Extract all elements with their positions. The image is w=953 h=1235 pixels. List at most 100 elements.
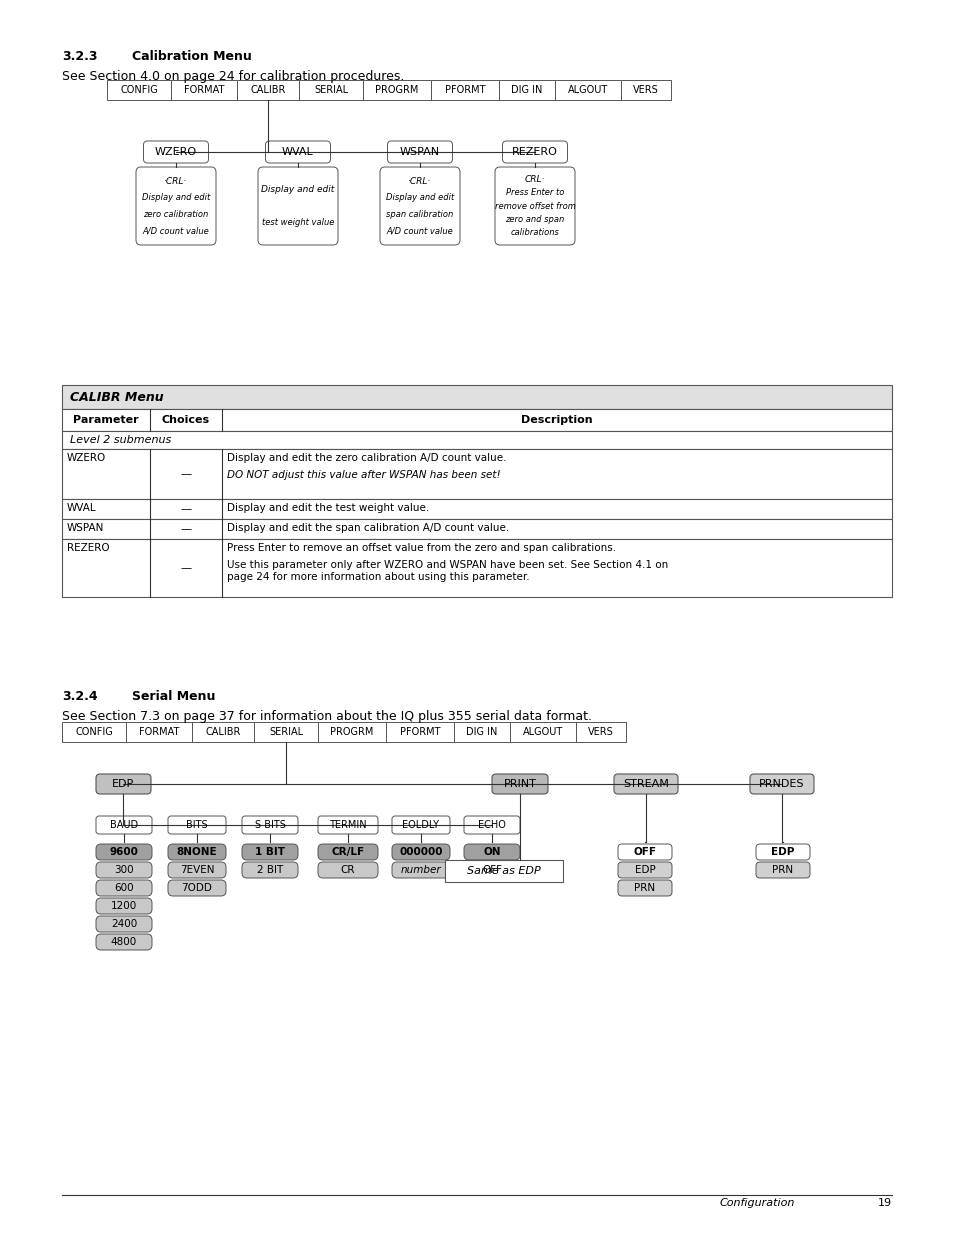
Text: Display and edit the span calibration A/D count value.: Display and edit the span calibration A/… xyxy=(227,522,509,534)
FancyBboxPatch shape xyxy=(96,816,152,834)
FancyBboxPatch shape xyxy=(618,881,671,897)
Text: span calibration: span calibration xyxy=(386,210,453,219)
Text: VERS: VERS xyxy=(633,85,659,95)
Text: —: — xyxy=(180,469,192,479)
Text: ALGOUT: ALGOUT xyxy=(567,85,607,95)
FancyBboxPatch shape xyxy=(614,774,678,794)
Text: zero calibration: zero calibration xyxy=(143,210,209,219)
Bar xyxy=(454,722,510,742)
Text: test weight value: test weight value xyxy=(261,219,334,227)
Text: PRNDES: PRNDES xyxy=(759,779,804,789)
Text: Use this parameter only after WZERO and WSPAN have been set. See Section 4.1 on: Use this parameter only after WZERO and … xyxy=(227,559,667,571)
Text: Level 2 submenus: Level 2 submenus xyxy=(70,435,172,445)
Text: PROGRM: PROGRM xyxy=(375,85,418,95)
FancyBboxPatch shape xyxy=(463,844,519,860)
Text: ·CRL·: ·CRL· xyxy=(164,177,188,185)
Bar xyxy=(576,722,625,742)
Text: 7EVEN: 7EVEN xyxy=(179,864,214,876)
FancyBboxPatch shape xyxy=(463,816,519,834)
FancyBboxPatch shape xyxy=(392,816,450,834)
FancyBboxPatch shape xyxy=(317,844,377,860)
Text: REZERO: REZERO xyxy=(512,147,558,157)
Text: CONFIG: CONFIG xyxy=(120,85,157,95)
Bar xyxy=(555,80,620,100)
Text: 3.2.4: 3.2.4 xyxy=(62,690,97,703)
Text: ALGOUT: ALGOUT xyxy=(522,727,562,737)
FancyBboxPatch shape xyxy=(392,862,450,878)
Text: EDP: EDP xyxy=(112,779,134,789)
Text: Display and edit: Display and edit xyxy=(261,185,335,194)
Text: Display and edit the zero calibration A/D count value.: Display and edit the zero calibration A/… xyxy=(227,453,506,463)
Bar xyxy=(62,409,891,431)
FancyBboxPatch shape xyxy=(168,844,226,860)
FancyBboxPatch shape xyxy=(143,141,209,163)
Bar xyxy=(431,80,498,100)
Text: number: number xyxy=(400,864,441,876)
Text: CONFIG: CONFIG xyxy=(75,727,112,737)
FancyBboxPatch shape xyxy=(96,898,152,914)
Text: EDP: EDP xyxy=(771,847,794,857)
Bar xyxy=(236,80,298,100)
Text: 1200: 1200 xyxy=(111,902,137,911)
Text: —: — xyxy=(180,524,192,534)
FancyBboxPatch shape xyxy=(96,862,152,878)
Text: DIG IN: DIG IN xyxy=(466,727,497,737)
Bar xyxy=(62,722,126,742)
FancyBboxPatch shape xyxy=(755,862,809,878)
Text: SERIAL: SERIAL xyxy=(314,85,348,95)
FancyBboxPatch shape xyxy=(618,862,671,878)
Text: Parameter: Parameter xyxy=(73,415,139,425)
Text: WZERO: WZERO xyxy=(154,147,197,157)
Text: BAUD: BAUD xyxy=(110,820,138,830)
Text: CALIBR Menu: CALIBR Menu xyxy=(70,390,164,404)
Text: CALIBR: CALIBR xyxy=(250,85,285,95)
FancyBboxPatch shape xyxy=(463,862,519,878)
Text: page 24 for more information about using this parameter.: page 24 for more information about using… xyxy=(227,572,529,582)
FancyBboxPatch shape xyxy=(242,844,297,860)
Text: —: — xyxy=(180,563,192,573)
Text: 3.2.3: 3.2.3 xyxy=(62,49,97,63)
Text: Display and edit the test weight value.: Display and edit the test weight value. xyxy=(227,503,429,513)
FancyBboxPatch shape xyxy=(168,881,226,897)
FancyBboxPatch shape xyxy=(96,881,152,897)
Text: Configuration: Configuration xyxy=(720,1198,795,1208)
Text: S BITS: S BITS xyxy=(254,820,285,830)
Text: Display and edit: Display and edit xyxy=(142,193,210,203)
Bar xyxy=(126,722,192,742)
Bar xyxy=(62,450,891,499)
Text: 9600: 9600 xyxy=(110,847,138,857)
Text: PRN: PRN xyxy=(634,883,655,893)
FancyBboxPatch shape xyxy=(168,816,226,834)
Text: WSPAN: WSPAN xyxy=(67,522,104,534)
Text: —: — xyxy=(180,504,192,514)
FancyBboxPatch shape xyxy=(492,774,547,794)
FancyBboxPatch shape xyxy=(265,141,330,163)
Text: remove offset from: remove offset from xyxy=(494,201,575,210)
Text: Same as EDP: Same as EDP xyxy=(467,866,540,876)
Text: PFORMT: PFORMT xyxy=(444,85,485,95)
Text: See Section 7.3 on page 37 for information about the IQ plus 355 serial data for: See Section 7.3 on page 37 for informati… xyxy=(62,710,592,722)
Text: A/D count value: A/D count value xyxy=(143,226,209,235)
FancyBboxPatch shape xyxy=(317,862,377,878)
Text: zero and span: zero and span xyxy=(505,215,564,224)
FancyBboxPatch shape xyxy=(755,844,809,860)
Bar xyxy=(620,80,670,100)
Text: 000000: 000000 xyxy=(399,847,442,857)
FancyBboxPatch shape xyxy=(257,167,337,245)
Bar xyxy=(498,80,555,100)
Text: ·CRL·: ·CRL· xyxy=(408,177,431,185)
Text: WVAL: WVAL xyxy=(282,147,314,157)
Text: WZERO: WZERO xyxy=(67,453,106,463)
FancyBboxPatch shape xyxy=(168,862,226,878)
Text: 8NONE: 8NONE xyxy=(176,847,217,857)
Text: CR: CR xyxy=(340,864,355,876)
Text: DIG IN: DIG IN xyxy=(511,85,542,95)
Text: 19: 19 xyxy=(877,1198,891,1208)
Text: Press Enter to: Press Enter to xyxy=(505,188,563,198)
Text: STREAM: STREAM xyxy=(622,779,668,789)
FancyBboxPatch shape xyxy=(317,816,377,834)
FancyBboxPatch shape xyxy=(96,934,152,950)
FancyBboxPatch shape xyxy=(495,167,575,245)
FancyBboxPatch shape xyxy=(242,862,297,878)
FancyBboxPatch shape xyxy=(136,167,215,245)
